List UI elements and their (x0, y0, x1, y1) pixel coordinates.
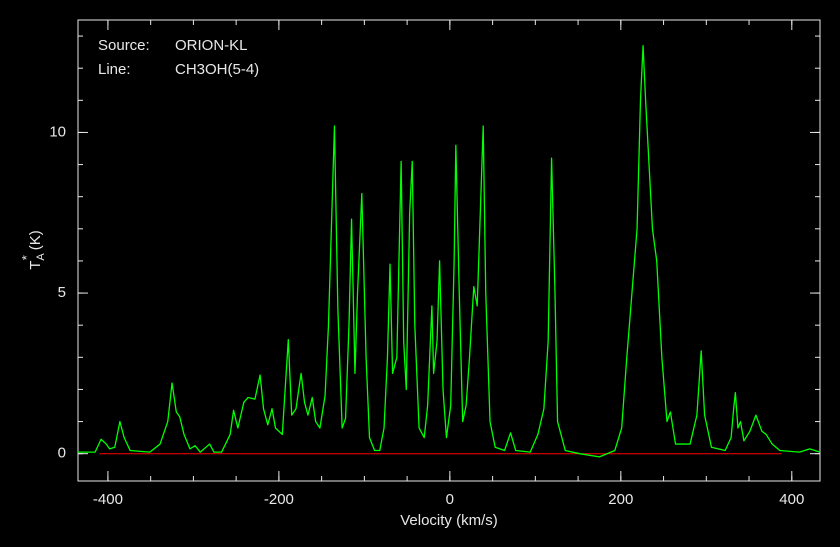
y-label-base: T (27, 261, 44, 270)
y-tick-label: 0 (58, 445, 66, 462)
y-label-unit: (K) (27, 230, 44, 250)
x-tick-label: -400 (93, 491, 123, 508)
x-tick-label: 200 (608, 491, 633, 508)
x-tick-label: 400 (779, 491, 804, 508)
y-tick-label: 5 (58, 284, 66, 301)
y-label-sup: * (19, 255, 34, 260)
x-tick-label: 0 (446, 491, 454, 508)
y-tick-label: 10 (49, 123, 66, 140)
y-axis-label: TA* (K) (19, 230, 46, 270)
annotation-value: ORION-KL (175, 37, 248, 54)
annotation-label: Source: (98, 37, 150, 54)
spectrum-line (78, 45, 821, 458)
y-label-sub: A (35, 253, 47, 261)
annotation-value: CH3OH(5-4) (175, 61, 259, 78)
annotation-label: Line: (98, 61, 131, 78)
plot-frame (77, 19, 821, 482)
x-tick-label: -200 (264, 491, 294, 508)
x-axis-label: Velocity (km/s) (400, 512, 498, 529)
